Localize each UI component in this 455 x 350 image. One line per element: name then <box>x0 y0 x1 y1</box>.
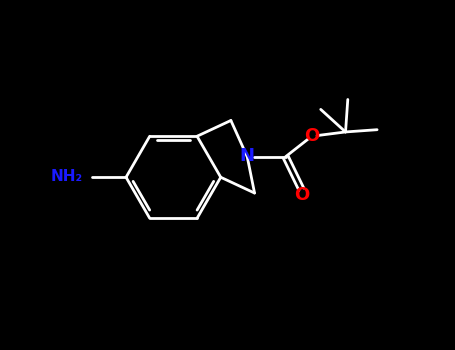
Text: O: O <box>295 186 310 204</box>
Text: NH₂: NH₂ <box>51 169 83 184</box>
Text: N: N <box>240 147 255 165</box>
Text: O: O <box>304 127 319 146</box>
